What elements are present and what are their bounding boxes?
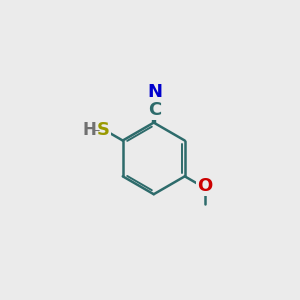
Text: C: C — [148, 101, 161, 119]
Text: N: N — [147, 83, 162, 101]
Text: S: S — [97, 121, 110, 139]
Text: O: O — [197, 177, 212, 195]
Text: H: H — [83, 121, 97, 139]
Text: –: – — [93, 124, 100, 136]
